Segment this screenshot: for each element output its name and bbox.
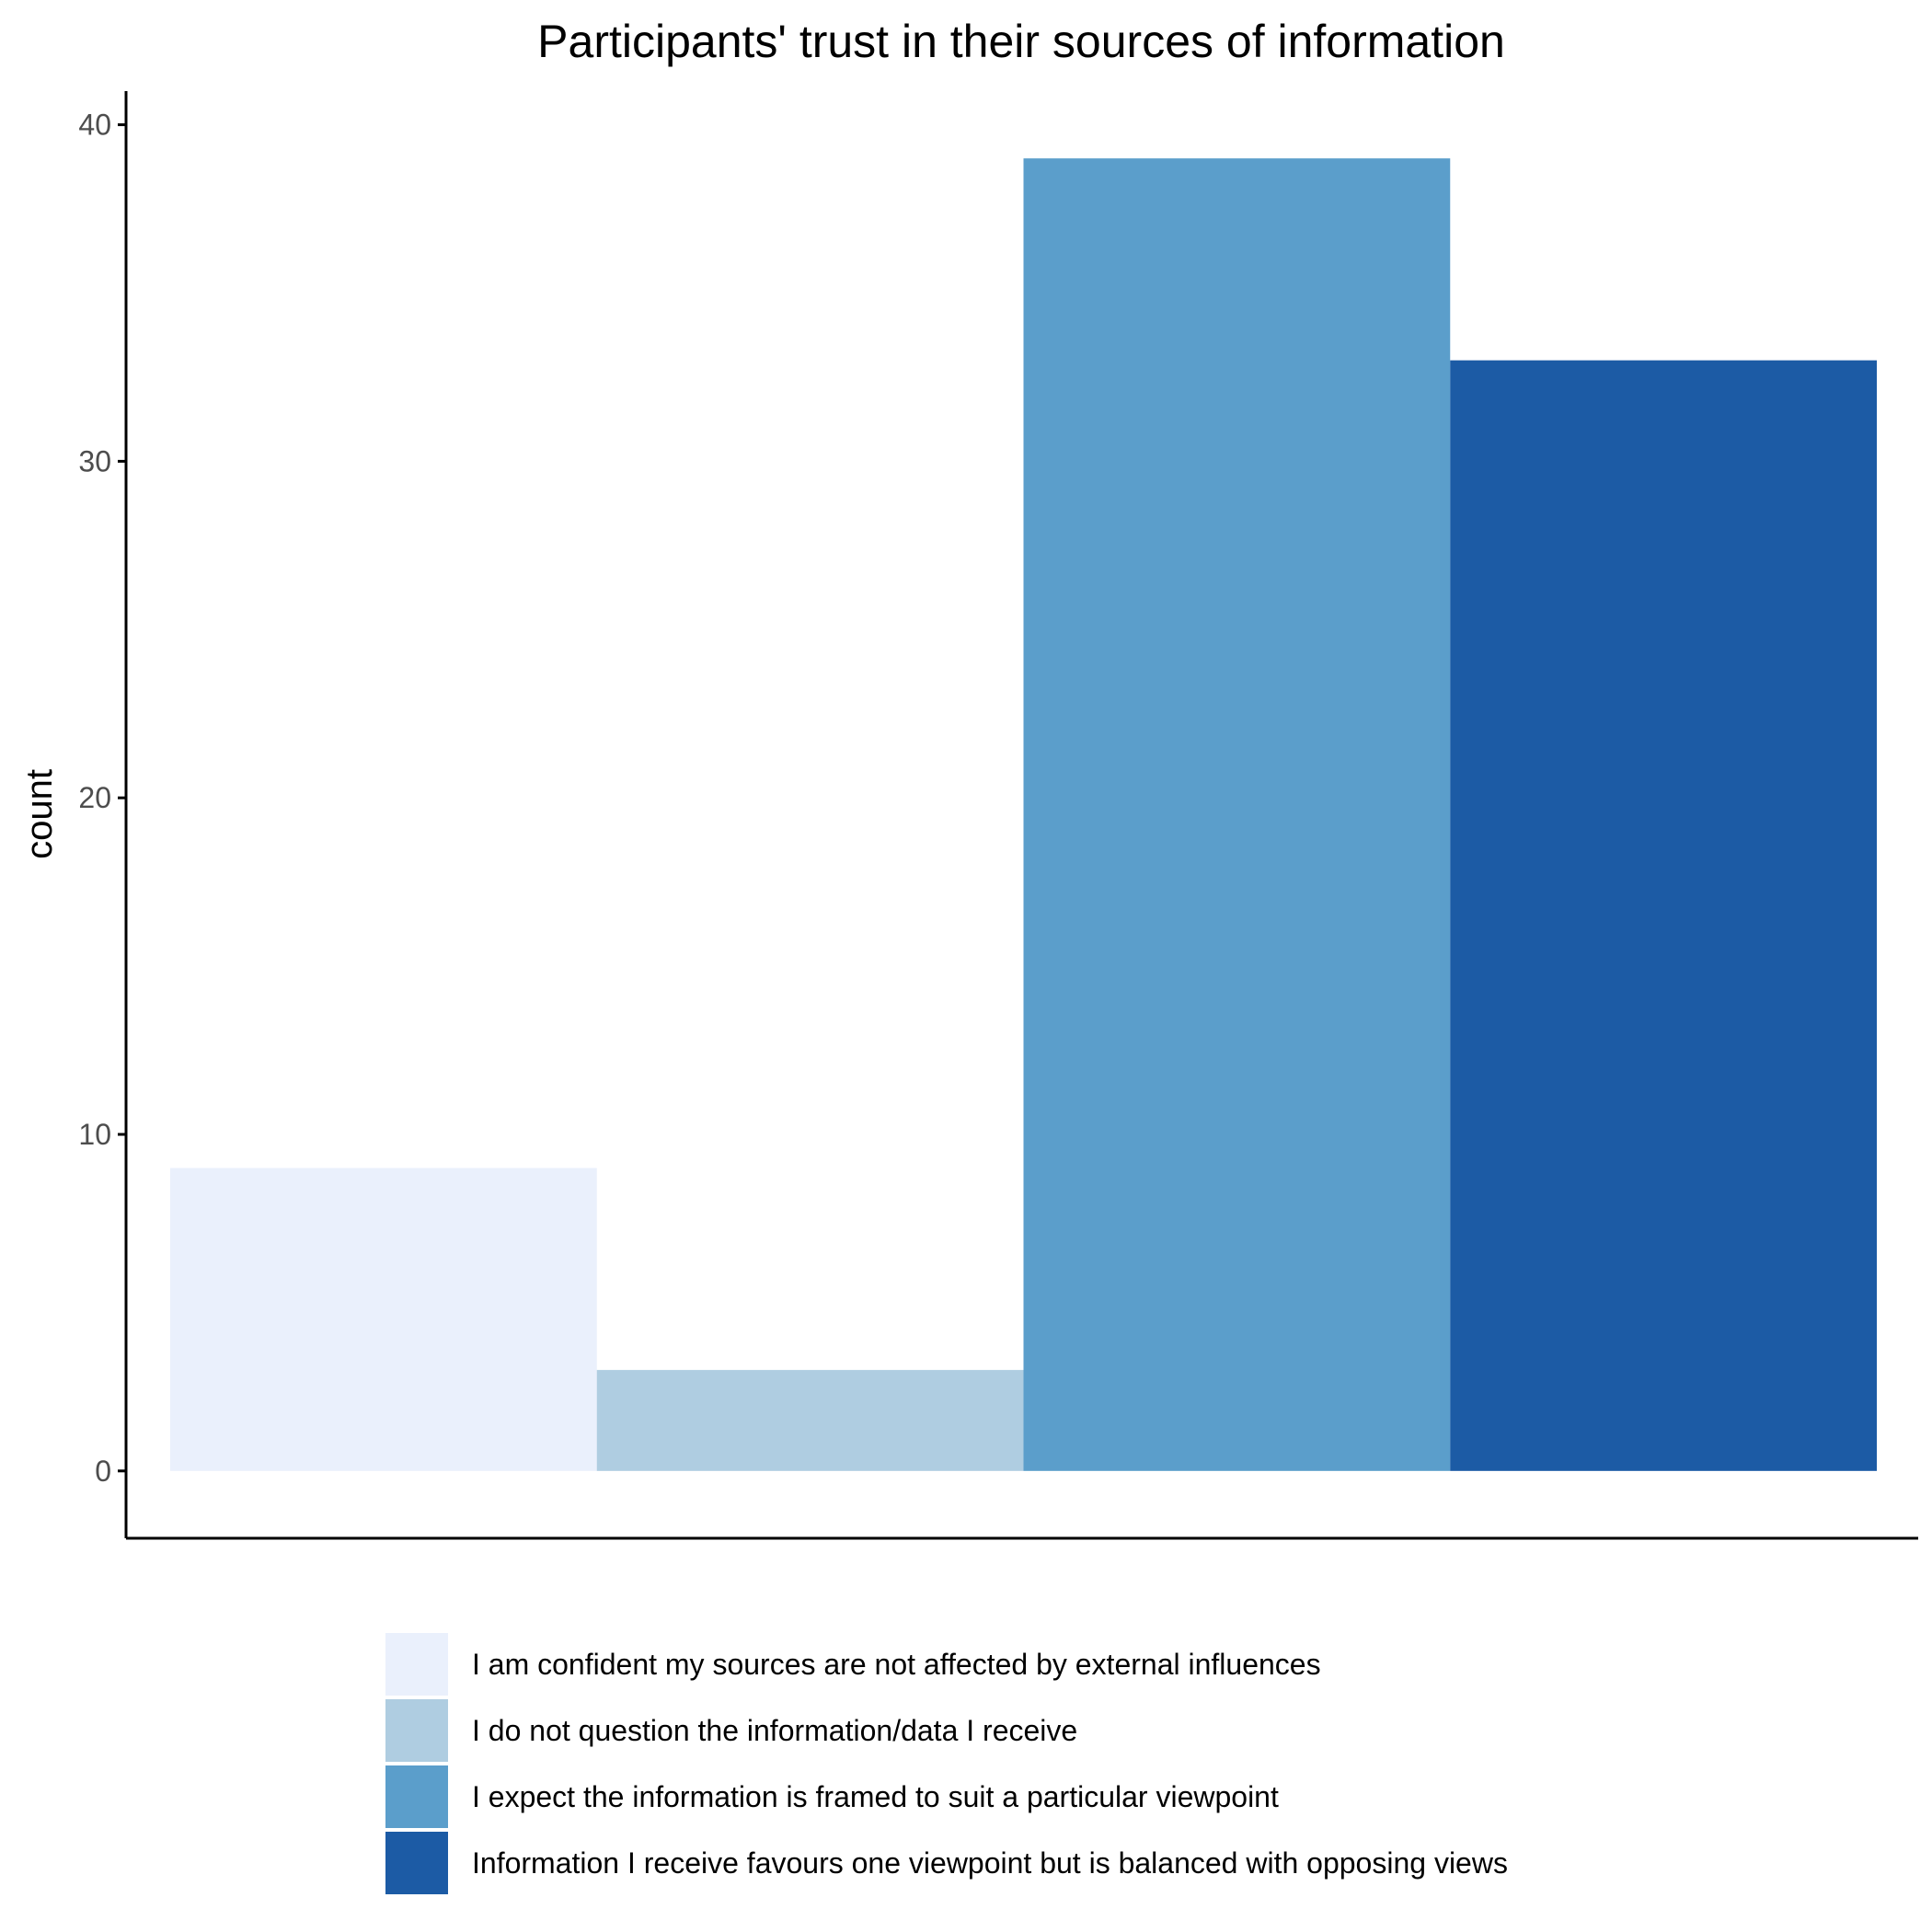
legend-label-4: Information I receive favours one viewpo… <box>472 1846 1508 1880</box>
y-axis-title: count <box>19 769 60 859</box>
legend-key-3 <box>385 1765 448 1828</box>
legend-label-2: I do not question the information/data I… <box>472 1714 1077 1747</box>
legend-label-3: I expect the information is framed to su… <box>472 1780 1279 1813</box>
legend-key-1 <box>385 1633 448 1696</box>
legend-key-2 <box>385 1699 448 1762</box>
bar-3 <box>1023 158 1451 1471</box>
axes-layer <box>124 91 1918 1540</box>
bar-1 <box>170 1167 597 1471</box>
bar-2 <box>596 1370 1024 1471</box>
chart-title: Participants' trust in their sources of … <box>537 16 1505 67</box>
legend-label-1: I am confident my sources are not affect… <box>472 1648 1321 1681</box>
legend: I am confident my sources are not affect… <box>385 1633 1508 1894</box>
y-tick-label: 40 <box>78 109 111 142</box>
y-tick-label: 0 <box>95 1455 111 1488</box>
y-tick-label: 30 <box>78 444 111 477</box>
bars-layer <box>170 158 1877 1471</box>
y-tick-label: 20 <box>78 781 111 814</box>
bar-4 <box>1450 360 1877 1471</box>
y-tick-label: 10 <box>78 1118 111 1151</box>
y-ticks: 0 10 20 30 40 <box>78 109 126 1488</box>
legend-key-4 <box>385 1832 448 1894</box>
